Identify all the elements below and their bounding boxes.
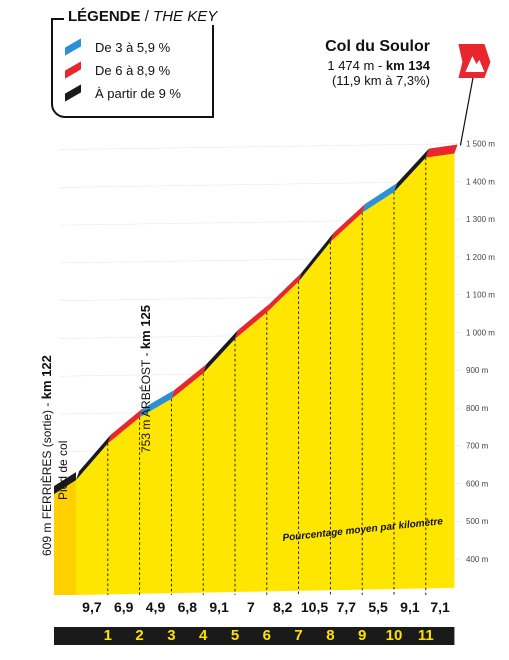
legend-label: De 3 à 5,9 % [95, 39, 171, 55]
legend-label: À partir de 9 % [95, 85, 181, 101]
y-tick-label: 1 500 m [466, 140, 495, 149]
gradient-label: 5,5 [368, 599, 388, 615]
gradient-ribbon [298, 232, 334, 282]
summit-name: Col du Soulor [325, 38, 430, 55]
km-marker-label: 6 [263, 627, 271, 644]
legend-swatch-red [65, 61, 81, 79]
y-tick-label: 900 m [466, 366, 489, 375]
profile-base-front [54, 480, 76, 595]
gradient-label: 9,7 [82, 599, 102, 615]
gradient-ribbons [76, 144, 458, 481]
y-tick-label: 1 300 m [466, 215, 495, 224]
start-altitude: 609 m [40, 522, 54, 556]
gradient-ribbon [425, 144, 458, 158]
gradient-ribbon [203, 329, 239, 374]
legend-swatch-blue [65, 38, 81, 56]
gradient-label: 4,9 [146, 599, 166, 615]
intermediate-name: ARBÉOST [139, 359, 153, 417]
y-tick-label: 400 m [466, 555, 489, 564]
legend-title-en: THE KEY [153, 8, 218, 25]
gradient-ribbon [235, 303, 270, 339]
y-tick-label: 800 m [466, 404, 489, 413]
summit-info: 1 474 m - km 134 (11,9 km à 7,3%) [250, 58, 430, 88]
start-name: FERRIÈRES (sortie) [40, 409, 54, 520]
y-tick-label: 1 200 m [466, 253, 495, 262]
km-marker-label: 5 [231, 627, 239, 644]
legend-title-fr: LÉGENDE [68, 8, 141, 25]
y-tick-label: 1 100 m [466, 291, 495, 300]
gradient-label: 7,1 [430, 599, 450, 615]
km-marker-label: 10 [386, 627, 403, 644]
km-marker-label: 7 [294, 627, 302, 644]
y-tick-label: 700 m [466, 442, 489, 451]
intermediate-altitude: 753 m [139, 419, 153, 453]
gradient-ribbon [394, 148, 429, 192]
gradient-label: 10,5 [301, 599, 328, 615]
km-strip [54, 627, 455, 645]
gradient-label: 9,1 [400, 599, 420, 615]
legend: De 3 à 5,9 % De 6 à 8,9 % À partir de 9 … [51, 18, 214, 118]
legend-item-black: À partir de 9 % [65, 84, 181, 102]
summit-detail: (11,9 km à 7,3%) [331, 73, 430, 88]
y-tick-label: 500 m [466, 517, 489, 526]
gradient-label: 7 [247, 599, 255, 615]
y-gridline [59, 294, 463, 301]
gradient-ribbon [266, 272, 302, 313]
km-marker-label: 8 [326, 627, 334, 644]
gradient-label: 7,7 [337, 599, 357, 615]
legend-title: LÉGENDE / THE KEY [64, 8, 222, 25]
legend-item-red: De 6 à 8,9 % [65, 61, 170, 79]
gradient-ribbon [139, 389, 175, 418]
legend-item-blue: De 3 à 5,9 % [65, 38, 170, 56]
gradient-ribbon [76, 434, 111, 481]
gradient-ribbon [171, 364, 207, 399]
y-gridline [59, 218, 463, 226]
km-marker-label: 2 [135, 627, 143, 644]
km-marker-label: 9 [358, 627, 366, 644]
km-divider-lines [107, 157, 427, 595]
gradient-label: 6,8 [178, 599, 198, 615]
legend-title-separator: / [144, 8, 149, 25]
start-separator: - [40, 399, 54, 410]
y-tick-label: 1 000 m [466, 328, 495, 337]
y-gridline [59, 256, 463, 264]
intermediate-km: km 125 [138, 305, 153, 350]
legend-swatch-black [65, 84, 81, 102]
y-tick-label: 1 400 m [466, 177, 495, 186]
mountain-flag-icon [458, 44, 491, 146]
gradient-labels: 9,7 6,9 4,9 6,8 9,1 7 8,2 10,5 7,7 5,5 9,1 7,1 [82, 599, 450, 615]
km-marker-labels: 1 2 3 4 5 6 7 8 9 10 11 [104, 627, 434, 644]
start-point-label: 609 m FERRIÈRES (sortie) - km 122 [39, 355, 54, 556]
summit-km: km 134 [385, 58, 430, 73]
profile-area [76, 153, 455, 596]
gradient-label: 9,1 [209, 599, 229, 615]
km-marker-label: 1 [104, 627, 112, 644]
summit-separator: - [374, 58, 386, 73]
gradient-label: 6,9 [114, 599, 134, 615]
km-marker-label: 4 [199, 627, 208, 644]
y-gridline [59, 181, 463, 188]
legend-label: De 6 à 8,9 % [95, 62, 171, 78]
km-marker-label: 11 [418, 627, 434, 644]
intermediate-point-label: 753 m ARBÉOST - km 125 [138, 305, 153, 453]
gradient-ribbon [362, 182, 398, 213]
profile-base-top [54, 472, 76, 495]
gradient-ribbon [107, 408, 143, 444]
gradient-ribbon [330, 203, 366, 242]
y-tick-label: 600 m [466, 479, 489, 488]
summit-altitude: 1 474 m [327, 58, 375, 73]
start-note: Pied de col [56, 440, 70, 500]
y-gridline [59, 143, 463, 150]
start-km: km 122 [39, 355, 54, 400]
intermediate-separator: - [139, 349, 153, 360]
y-axis-labels: 400 m 500 m 600 m 700 m 800 m 900 m 1 000 m 1 1… [466, 140, 495, 564]
gradient-label: 8,2 [273, 599, 293, 615]
km-marker-label: 3 [167, 627, 175, 644]
